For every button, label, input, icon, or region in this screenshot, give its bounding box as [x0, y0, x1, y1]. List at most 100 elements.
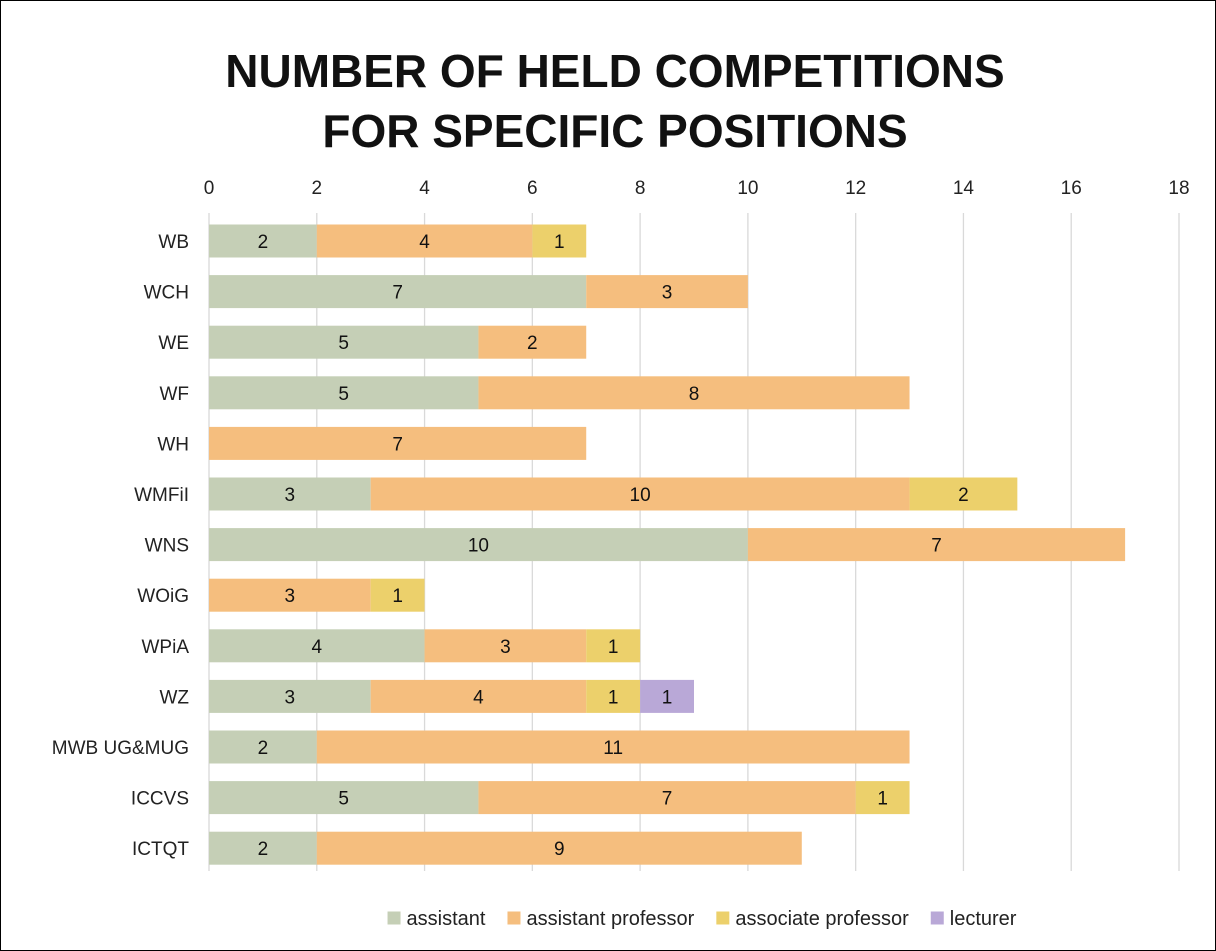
- legend-label: assistant professor: [526, 908, 694, 930]
- bar-segment: [209, 528, 748, 562]
- data-label: 7: [662, 789, 673, 810]
- legend-label: lecturer: [950, 908, 1017, 930]
- data-label: 3: [285, 586, 296, 607]
- data-label: 1: [608, 687, 619, 708]
- x-tick-label-8: 8: [635, 178, 646, 199]
- bar-segment: [316, 224, 533, 258]
- bar-segment: [209, 224, 317, 258]
- bar-segment: [478, 376, 910, 410]
- category-label: MWB UG&MUG: [52, 738, 189, 759]
- data-label: 10: [630, 485, 651, 506]
- bar-segment: [316, 831, 802, 865]
- bar-segment: [316, 730, 910, 764]
- legend-swatch: [507, 911, 521, 925]
- data-label: 7: [392, 283, 403, 304]
- category-label: WMFiI: [134, 485, 189, 506]
- legend-swatch: [387, 911, 401, 925]
- data-label: 1: [554, 232, 565, 253]
- x-tick-label-18: 18: [1168, 178, 1189, 199]
- bar-segment: [855, 781, 910, 815]
- x-tick-label-12: 12: [845, 178, 866, 199]
- legend-label: assistant: [407, 908, 486, 930]
- bar-segment: [209, 679, 371, 713]
- data-label: 7: [392, 434, 403, 455]
- bar-segment: [209, 426, 587, 460]
- legend-item: assistant: [387, 908, 486, 930]
- data-label: 2: [258, 232, 269, 253]
- bar-segment: [909, 477, 1018, 511]
- data-label: 2: [527, 333, 538, 354]
- x-axis-ticks: 0 2 4 6 8 10 12 14 16 18: [204, 178, 1190, 199]
- category-label: WOiG: [137, 586, 189, 607]
- data-label: 2: [958, 485, 969, 506]
- x-tick-label-6: 6: [527, 178, 538, 199]
- category-label: WH: [157, 434, 189, 455]
- data-label: 10: [468, 536, 489, 557]
- data-labels: 2 4 17 35 25 873 10 210 73 14 3 13 4 1 12 115 7 12 9: [258, 232, 969, 860]
- bar-segment: [209, 275, 587, 309]
- bar-segment: [640, 679, 694, 713]
- x-tick-label-4: 4: [419, 178, 430, 199]
- category-label: WB: [158, 232, 189, 253]
- x-tick-label-2: 2: [311, 178, 322, 199]
- data-label: 11: [603, 738, 623, 759]
- category-label: WZ: [159, 687, 189, 708]
- bar-segment: [478, 325, 587, 359]
- bar-segment: [209, 831, 317, 865]
- data-label: 3: [500, 637, 511, 658]
- legend: assistant assistant professor associate pr…: [387, 908, 1017, 930]
- legend-swatch: [930, 911, 944, 925]
- chart-title-line-2: FOR SPECIFIC POSITIONS: [322, 105, 907, 157]
- data-label: 5: [338, 384, 349, 405]
- category-label: WPiA: [142, 637, 190, 658]
- category-label: WF: [159, 384, 189, 405]
- y-axis-categories: WB WCH WE WF WH WMFiI WNS WOiG WPiA WZ MWB UG&MUG I…: [52, 232, 190, 860]
- bar-segment: [370, 578, 425, 612]
- bar-segment: [532, 224, 587, 258]
- chart-title: NUMBER OF HELD COMPETITIONS FOR SPECIFIC…: [225, 45, 1004, 157]
- legend-item: lecturer: [930, 908, 1017, 930]
- data-label: 4: [473, 687, 484, 708]
- bar-segment: [586, 629, 641, 663]
- category-label: ICTQT: [132, 839, 189, 860]
- category-label: WCH: [144, 283, 189, 304]
- data-label: 8: [689, 384, 700, 405]
- legend-item: associate professor: [716, 908, 909, 930]
- data-label: 9: [554, 839, 565, 860]
- data-label: 1: [662, 687, 673, 708]
- x-tick-label-14: 14: [953, 178, 975, 199]
- bar-segment: [209, 477, 371, 511]
- legend-item: assistant professor: [507, 908, 695, 930]
- data-label: 1: [877, 789, 888, 810]
- data-label: 5: [338, 789, 349, 810]
- category-label: WE: [158, 333, 189, 354]
- data-label: 2: [258, 839, 269, 860]
- bar-segment: [424, 629, 587, 663]
- legend-swatch: [716, 911, 730, 925]
- data-label: 7: [931, 536, 942, 557]
- bar-segment: [209, 376, 479, 410]
- bar-segment: [370, 477, 910, 511]
- bar-segment: [209, 325, 479, 359]
- bar-segment: [209, 578, 371, 612]
- category-label: WNS: [145, 536, 189, 557]
- bar-segment: [370, 679, 587, 713]
- bar-segment: [209, 629, 425, 663]
- bar-segment: [209, 730, 317, 764]
- x-tick-label-0: 0: [204, 178, 215, 199]
- data-label: 1: [608, 637, 619, 658]
- bar-segment: [586, 679, 641, 713]
- bar-segment: [586, 275, 748, 309]
- x-tick-label-16: 16: [1061, 178, 1082, 199]
- data-label: 3: [285, 485, 296, 506]
- data-label: 2: [258, 738, 269, 759]
- bar-segment: [747, 528, 1126, 562]
- bar-segment: [478, 781, 856, 815]
- data-label: 3: [285, 687, 296, 708]
- data-label: 4: [311, 637, 322, 658]
- data-label: 3: [662, 283, 673, 304]
- bar-segments: [209, 224, 1126, 865]
- data-label: 4: [419, 232, 430, 253]
